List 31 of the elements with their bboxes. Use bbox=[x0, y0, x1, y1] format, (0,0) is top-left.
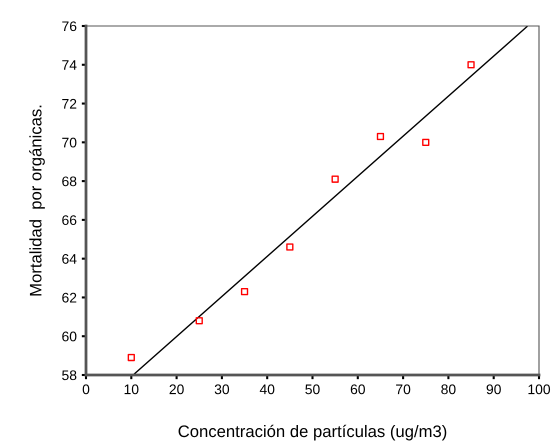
x-tick-label: 100 bbox=[528, 384, 550, 394]
x-tick-label: 80 bbox=[441, 384, 456, 394]
point bbox=[196, 317, 203, 324]
point bbox=[286, 243, 294, 251]
x-tick-label: 60 bbox=[350, 384, 365, 394]
x-tick-label: 50 bbox=[305, 384, 320, 394]
point bbox=[332, 176, 339, 183]
point bbox=[467, 61, 475, 68]
y-tick-label: 66 bbox=[62, 215, 76, 226]
x-tick-label: 40 bbox=[260, 384, 274, 394]
y-tick-label: 72 bbox=[62, 98, 76, 109]
point bbox=[376, 132, 384, 140]
point bbox=[240, 288, 248, 296]
y-tick-label: 64 bbox=[62, 254, 77, 264]
x-tick-label: 10 bbox=[124, 384, 138, 394]
y-tick-label: 74 bbox=[62, 60, 77, 70]
x-tick-label: 70 bbox=[396, 384, 410, 394]
x-tick-label: 30 bbox=[214, 384, 230, 394]
point bbox=[128, 354, 135, 362]
y-tick-label: 60 bbox=[62, 332, 76, 342]
x-tick-label: 20 bbox=[170, 384, 184, 394]
y-axis-title: Mortalidad por orgánicas. bbox=[29, 106, 45, 296]
y-tick-label: 62 bbox=[62, 292, 76, 303]
x-tick-label: 0 bbox=[82, 384, 90, 394]
point bbox=[422, 138, 430, 146]
x-axis-title: Concentración de partículas (ug/m3) bbox=[178, 424, 446, 440]
y-tick-label: 68 bbox=[62, 176, 76, 186]
y-tick-label: 58 bbox=[62, 370, 76, 380]
y-tick-label: 76 bbox=[62, 21, 76, 32]
x-tick-label: 90 bbox=[486, 384, 501, 394]
y-tick-label: 70 bbox=[62, 138, 76, 148]
